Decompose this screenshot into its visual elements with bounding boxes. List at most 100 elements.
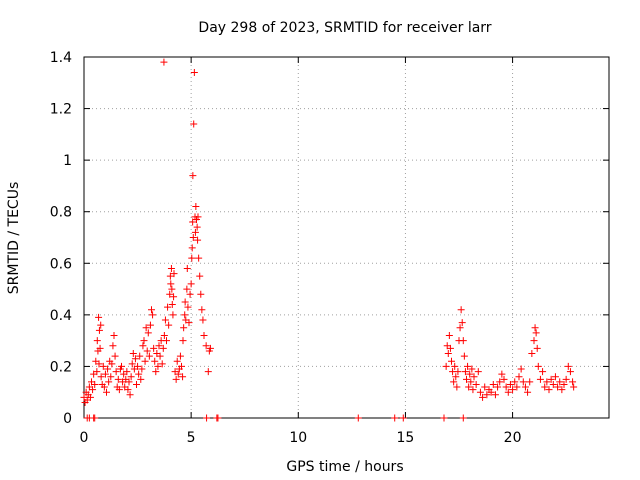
- data-point: [108, 360, 116, 368]
- data-point: [521, 383, 529, 391]
- data-point: [533, 344, 541, 352]
- data-point: [138, 365, 146, 373]
- data-point: [191, 228, 199, 236]
- data-point: [180, 324, 188, 332]
- data-point: [170, 270, 178, 278]
- x-tick-label: 10: [289, 430, 307, 446]
- data-point: [195, 254, 203, 262]
- data-point: [494, 383, 502, 391]
- data-point: [91, 414, 99, 422]
- data-point: [183, 285, 191, 293]
- data-point: [489, 380, 497, 388]
- data-point: [89, 386, 97, 394]
- data-point: [124, 386, 132, 394]
- data-point: [141, 357, 149, 365]
- data-point: [190, 68, 198, 76]
- y-tick-label: 0.8: [50, 205, 72, 221]
- data-point: [556, 378, 564, 386]
- data-point: [519, 378, 527, 386]
- data-point: [150, 344, 158, 352]
- y-tick-label: 0.2: [50, 359, 72, 375]
- data-point: [440, 414, 448, 422]
- data-point: [569, 378, 577, 386]
- data-point: [549, 380, 557, 388]
- data-point: [451, 362, 459, 370]
- data-point: [464, 362, 472, 370]
- data-point: [103, 388, 110, 396]
- y-tick-label: 1.4: [50, 50, 72, 66]
- data-point: [469, 386, 477, 394]
- data-point: [173, 357, 181, 365]
- data-point: [184, 303, 192, 311]
- data-point: [530, 337, 538, 345]
- data-point: [515, 373, 523, 381]
- data-point: [100, 383, 108, 391]
- data-point: [93, 337, 101, 345]
- y-tick-label: 1: [63, 153, 72, 169]
- data-point: [442, 362, 450, 370]
- data-point: [188, 254, 196, 262]
- data-point: [458, 319, 466, 327]
- data-point: [461, 368, 469, 376]
- data-point: [463, 375, 470, 383]
- data-point: [189, 218, 197, 226]
- data-point: [214, 414, 222, 422]
- data-point: [165, 321, 173, 329]
- data-point: [123, 368, 131, 376]
- data-point: [148, 306, 155, 314]
- data-point: [154, 362, 162, 370]
- data-point: [479, 393, 487, 401]
- data-point: [554, 383, 562, 391]
- y-tick-label: 1.2: [50, 102, 72, 118]
- data-point: [517, 365, 525, 373]
- data-point: [562, 375, 570, 383]
- data-point: [95, 313, 103, 321]
- data-point: [200, 331, 208, 339]
- data-point: [456, 324, 464, 332]
- data-point: [146, 321, 154, 329]
- data-point: [444, 350, 452, 358]
- data-point: [483, 391, 491, 399]
- data-point: [137, 375, 145, 383]
- data-point: [526, 378, 534, 386]
- data-point: [142, 324, 150, 332]
- x-tick-label: 0: [80, 430, 89, 446]
- data-point: [459, 414, 467, 422]
- data-point: [118, 362, 125, 370]
- data-point: [168, 285, 176, 293]
- data-point: [179, 373, 187, 381]
- data-point: [196, 272, 204, 280]
- data-point: [134, 362, 142, 370]
- data-point: [465, 383, 473, 391]
- data-point: [198, 306, 206, 314]
- data-point: [496, 378, 504, 386]
- data-point: [532, 329, 540, 337]
- data-point: [156, 352, 164, 360]
- data-point: [166, 272, 174, 280]
- data-point: [502, 383, 510, 391]
- data-point: [539, 368, 547, 376]
- data-point: [192, 203, 200, 211]
- data-point: [474, 368, 482, 376]
- data-point: [472, 380, 480, 388]
- data-point: [93, 368, 101, 376]
- data-point: [445, 331, 453, 339]
- data-point: [97, 373, 105, 381]
- data-point: [504, 388, 512, 396]
- data-point: [545, 386, 553, 394]
- data-point: [194, 213, 202, 221]
- data-point: [187, 280, 195, 288]
- data-point: [91, 380, 99, 388]
- data-point: [167, 264, 175, 272]
- data-point: [168, 301, 176, 309]
- data-point: [158, 360, 166, 368]
- data-point: [133, 380, 140, 388]
- data-point: [140, 337, 148, 345]
- data-point: [570, 383, 578, 391]
- data-point: [151, 357, 159, 365]
- data-point: [560, 380, 568, 388]
- y-tick-label: 0.6: [50, 256, 72, 272]
- data-point: [470, 373, 478, 381]
- data-point: [96, 344, 104, 352]
- data-point: [536, 375, 544, 383]
